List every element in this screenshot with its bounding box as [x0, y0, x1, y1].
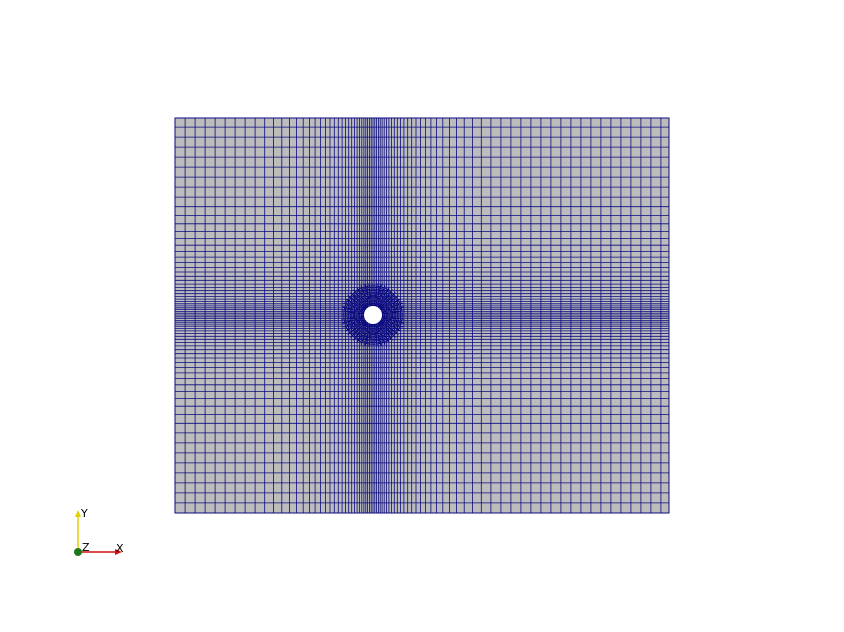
- y-arrow: [75, 510, 81, 517]
- z-label: Z: [82, 541, 90, 554]
- y-label: Y: [80, 507, 88, 520]
- mesh-domain: [175, 118, 669, 513]
- orientation-axes: Y Z X: [74, 507, 124, 556]
- hole-refinement: [341, 283, 405, 347]
- mesh-border: [174, 117, 670, 514]
- x-arrow: [115, 549, 122, 555]
- hole: [364, 306, 382, 324]
- x-label: X: [116, 542, 124, 555]
- z-axis: [74, 548, 82, 556]
